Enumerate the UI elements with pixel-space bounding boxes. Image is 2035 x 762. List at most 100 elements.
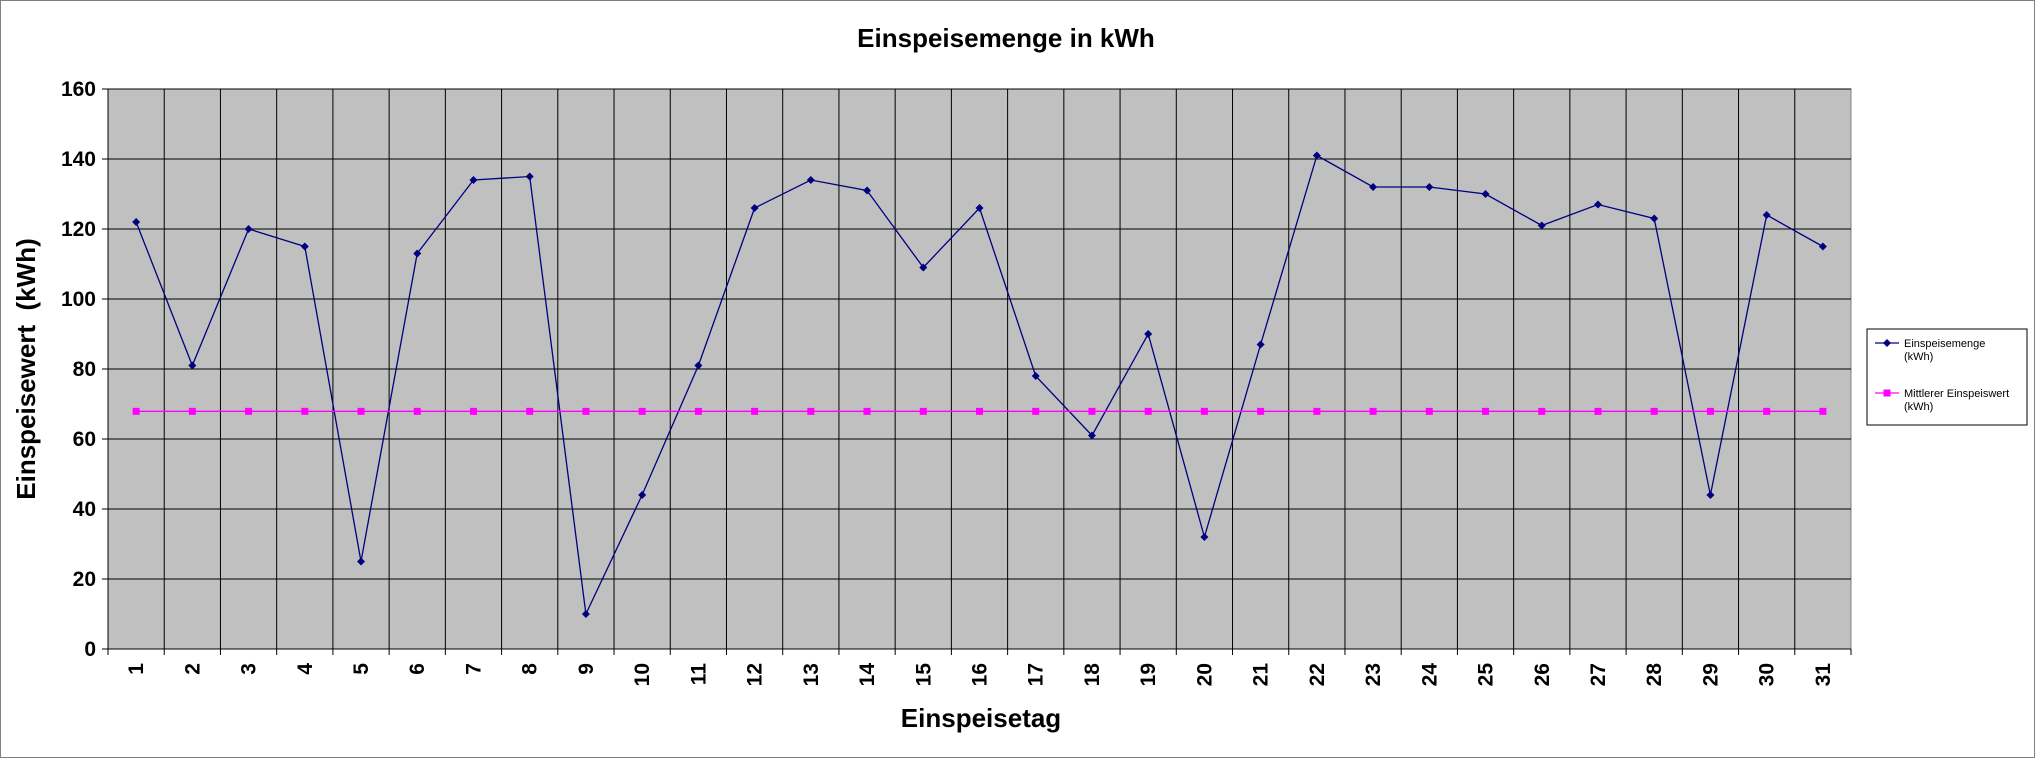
series-0-point	[1593, 200, 1602, 209]
series-1-point	[1088, 407, 1096, 415]
y-tick-label: 140	[61, 148, 96, 171]
series-1-point	[188, 407, 196, 415]
series-0-point	[750, 204, 759, 212]
series-0-point	[694, 361, 703, 370]
series-0-point	[413, 249, 422, 258]
x-tick-label: 23	[1362, 663, 1385, 686]
series-0-point	[188, 361, 197, 370]
series-0-point	[1200, 533, 1209, 541]
x-tick-label: 7	[462, 663, 485, 675]
y-axis-ticks: 0 20 40 60 80 100 120 140 160	[61, 78, 96, 661]
y-tick-label: 80	[73, 358, 96, 381]
y-tick-label: 100	[61, 288, 96, 311]
series-1-point	[1819, 407, 1827, 415]
series-1-point	[863, 407, 871, 415]
x-tick-label: 21	[1250, 663, 1273, 687]
series-1-point	[582, 407, 590, 415]
series-0-point	[469, 176, 478, 184]
legend-swatch-marker	[1883, 339, 1891, 347]
series-0-point	[300, 242, 309, 251]
x-tick-label: 9	[575, 663, 598, 675]
series-0-point	[132, 218, 141, 226]
x-tick-label: 27	[1587, 663, 1610, 686]
x-tick-label: 22	[1306, 663, 1329, 686]
series-0-point	[863, 186, 872, 195]
series-0-point	[525, 172, 534, 181]
series-0-point	[919, 263, 928, 272]
series-1-point	[976, 407, 983, 415]
series-1-point	[1369, 407, 1377, 415]
series-0-point	[581, 610, 590, 618]
series-0-point	[806, 176, 815, 184]
x-tick-label: 2	[181, 663, 204, 675]
y-tick-label: 160	[61, 78, 96, 101]
series-1-point	[1313, 407, 1321, 415]
series-0-point	[1481, 190, 1490, 198]
x-tick-label: 13	[800, 663, 823, 686]
y-tick-label: 60	[73, 428, 96, 451]
series-0-point	[1425, 183, 1434, 191]
x-tick-label: 30	[1756, 663, 1779, 686]
x-tick-label: 29	[1699, 663, 1722, 686]
x-tick-label: 10	[631, 663, 654, 686]
series-0-point	[1312, 151, 1321, 160]
series-1-point	[132, 407, 140, 415]
series-1-point	[1032, 407, 1040, 415]
legend-label: (kWh)	[1904, 351, 1933, 363]
x-tick-label: 25	[1475, 663, 1498, 687]
series-0-point	[1256, 340, 1265, 349]
series-1-point	[638, 407, 646, 415]
series-0-point	[1087, 431, 1096, 440]
x-axis-title: Einspeisetag	[901, 703, 1061, 733]
x-tick-label: 26	[1531, 663, 1554, 686]
series-0-point	[1762, 211, 1771, 219]
x-tick-label: 18	[1081, 663, 1104, 687]
series-1-point	[807, 407, 815, 415]
x-tick-label: 1	[125, 663, 148, 675]
legend: Einspeisemenge(kWh) Mittlerer Einspeiswer…	[1866, 328, 2028, 426]
series-1-point	[1538, 407, 1546, 415]
x-tick-label: 28	[1643, 663, 1666, 687]
series-1-point	[1200, 407, 1208, 415]
legend-swatch-marker	[1883, 389, 1891, 397]
series-0-point	[1706, 491, 1715, 499]
series-1-point	[1425, 407, 1433, 415]
chart-title: Einspeisemenge in kWh	[857, 23, 1155, 53]
series-1-point	[1706, 407, 1714, 415]
x-axis-ticks: 1 2 3 4 5 6 7 8 9 10 11 12 13 14 15 16 17 18 19 20 21 22 23 24 2…	[125, 663, 1835, 687]
series-0-point	[1144, 330, 1153, 338]
x-tick-label: 19	[1137, 663, 1160, 686]
x-tick-label: 6	[406, 663, 429, 675]
series-0-point	[1537, 221, 1546, 230]
axes	[102, 88, 1852, 655]
series-1-point	[1763, 407, 1771, 415]
series-1-point	[1482, 407, 1490, 415]
y-tick-label: 120	[61, 218, 96, 241]
series-1-point	[526, 407, 534, 415]
legend-box	[1866, 328, 2028, 426]
x-tick-label: 15	[912, 663, 935, 687]
series-1-point	[751, 407, 759, 415]
series-layer	[132, 151, 1827, 618]
x-tick-label: 12	[744, 663, 767, 686]
series-0-point	[1818, 242, 1827, 251]
series-1-point	[1650, 407, 1658, 415]
x-tick-label: 14	[856, 663, 879, 687]
x-tick-label: 31	[1812, 663, 1835, 687]
series-1-point	[1144, 407, 1152, 415]
series-0-point	[638, 491, 647, 499]
series-1-point	[357, 407, 365, 415]
y-tick-label: 40	[73, 498, 96, 521]
series-1-point	[469, 407, 477, 415]
legend-label: Einspeisemenge	[1904, 338, 1985, 350]
x-tick-label: 20	[1193, 663, 1216, 686]
series-0-point	[1031, 372, 1040, 380]
series-1-point	[1257, 407, 1265, 415]
y-axis-title: Einspeisewert (kWh)	[11, 238, 41, 500]
series-0-point	[357, 557, 366, 566]
x-tick-label: 8	[519, 663, 542, 675]
legend-label: Mittlerer Einspeiswert	[1904, 388, 2009, 400]
series-1-point	[919, 407, 927, 415]
series-1-point	[413, 407, 421, 415]
